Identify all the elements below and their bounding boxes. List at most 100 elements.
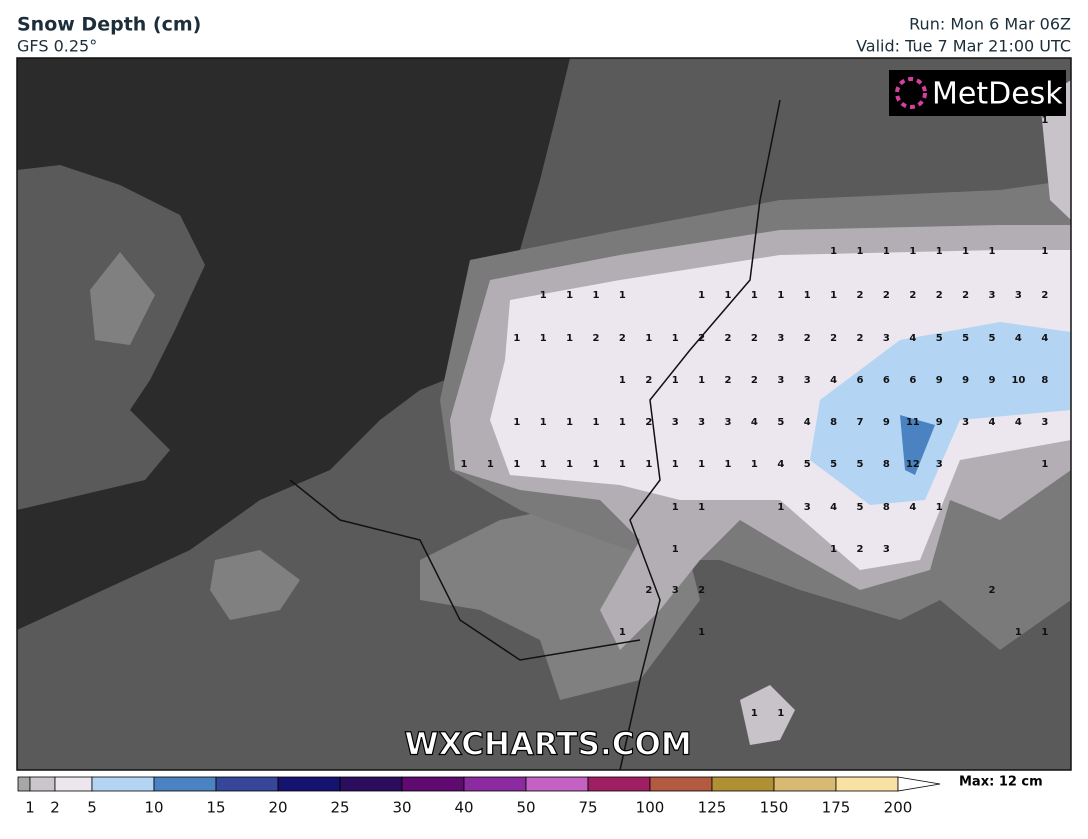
map-value: 2 [857,290,864,301]
map-value: 6 [857,375,864,386]
sea [17,58,570,630]
colorbar-tick-label: 150 [760,799,789,817]
map-value: 1 [725,459,732,470]
map-value: 5 [936,333,943,344]
map-value: 2 [645,417,652,428]
map-value: 1 [593,417,600,428]
map-value: 1 [936,502,943,513]
colorbar-tick-label: 30 [392,799,411,817]
map-value: 7 [857,417,864,428]
colorbar-tick-label: 200 [884,799,913,817]
map-value: 1 [513,417,520,428]
colorbar-tick-label: 10 [144,799,163,817]
colorbar-tick-label: 1 [25,799,35,817]
title: Snow Depth (cm) [17,14,201,36]
map-value: 1 [698,502,705,513]
map-value: 1 [672,375,679,386]
colorbar-segment [463,776,527,792]
map-value: 1 [672,333,679,344]
map-value: 2 [698,333,705,344]
colorbar-tick-label: 40 [454,799,473,817]
map-value: 3 [1015,290,1022,301]
map-value: 5 [962,333,969,344]
map-value: 1 [487,459,494,470]
map-value: 5 [989,333,996,344]
map-value: 5 [777,417,784,428]
map-value: 2 [857,333,864,344]
map-value: 4 [909,333,916,344]
map-value: 1 [672,459,679,470]
map-value: 5 [857,459,864,470]
map-value: 6 [883,375,890,386]
colorbar-segment [17,776,31,792]
map-value: 3 [672,417,679,428]
map-value: 1 [619,290,626,301]
map-value: 1 [1041,246,1048,257]
map-value: 1 [619,417,626,428]
border [289,479,641,661]
map-value: 2 [645,585,652,596]
map-value: 1 [725,290,732,301]
map-value: 1 [645,459,652,470]
map-value: 1 [1041,627,1048,638]
map-value: 1 [540,417,547,428]
map-value: 8 [830,417,837,428]
colorbar-tick-label: 5 [87,799,97,817]
map-value: 2 [936,290,943,301]
map-value: 1 [645,333,652,344]
map-value: 9 [962,375,969,386]
map-value: 3 [936,459,943,470]
colorbar-segment [29,776,56,792]
map-value: 9 [989,375,996,386]
map-value: 2 [989,585,996,596]
map-value: 4 [751,417,758,428]
map-value: 1 [936,246,943,257]
map-value: 2 [857,544,864,555]
map-value: 3 [725,417,732,428]
subtitle: GFS 0.25° [17,37,97,56]
map-value: 4 [830,502,837,513]
map-value: 1 [593,459,600,470]
map-value: 2 [645,375,652,386]
colorbar-tick-label: 125 [698,799,727,817]
colorbar-segment [54,776,93,792]
map-value: 3 [672,585,679,596]
logo-icon [895,77,927,109]
map-value: 1 [751,459,758,470]
map-value: 1 [698,290,705,301]
map-value: 1 [540,459,547,470]
map-value: 1 [619,375,626,386]
map-value: 1 [513,459,520,470]
map-value: 1 [593,290,600,301]
map-value: 1 [777,708,784,719]
map-value: 3 [777,375,784,386]
map-value: 1 [672,502,679,513]
logo-box [889,70,1066,116]
map-value: 9 [883,417,890,428]
map-value: 2 [698,585,705,596]
map-value: 4 [989,417,996,428]
colorbar-tick-label: 75 [578,799,597,817]
colorbar-segment [339,776,403,792]
map-value: 4 [1015,417,1022,428]
map-value: 3 [804,502,811,513]
colorbar-tick-label: 25 [330,799,349,817]
map-value: 1 [566,290,573,301]
map-value: 4 [909,502,916,513]
map-value: 3 [698,417,705,428]
map-value: 3 [883,333,890,344]
map-value: 1 [698,627,705,638]
map-value: 3 [1041,417,1048,428]
map-value: 1 [830,290,837,301]
map-value: 2 [909,290,916,301]
colorbar-segment [773,776,837,792]
map-labels: 11 1 1 1 1 1 1 11 1 1 1 1 1 1 1 1 1 2 2 2 2 2 3 3 21 1 1 2 2 1 1 2 2 2 3 2 2… [461,115,1049,719]
map-value: 10 [1011,375,1025,386]
map-value: 1 [513,333,520,344]
map-value: 4 [804,417,811,428]
colorbar-segment [649,776,713,792]
colorbar-segment [525,776,589,792]
map-value: 8 [1041,375,1048,386]
colorbar-segment [91,776,155,792]
